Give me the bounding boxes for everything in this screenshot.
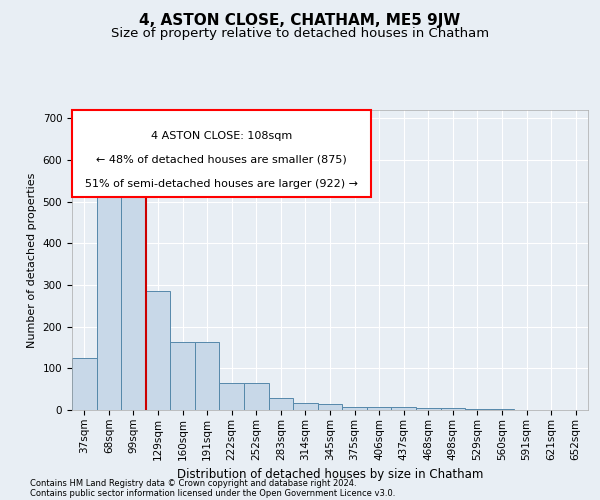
Y-axis label: Number of detached properties: Number of detached properties	[27, 172, 37, 348]
Bar	[440, 408, 465, 410]
Bar	[72, 358, 97, 410]
Bar	[244, 383, 269, 410]
Text: ← 48% of detached houses are smaller (875): ← 48% of detached houses are smaller (87…	[96, 155, 347, 165]
Bar	[490, 409, 514, 410]
Bar	[146, 291, 170, 410]
Bar	[121, 179, 146, 410]
Bar	[318, 404, 342, 410]
Bar	[269, 398, 293, 410]
Text: Contains HM Land Registry data © Crown copyright and database right 2024.: Contains HM Land Registry data © Crown c…	[30, 478, 356, 488]
Bar	[293, 402, 318, 410]
Bar	[220, 383, 244, 410]
Bar	[416, 408, 440, 410]
FancyBboxPatch shape	[72, 110, 371, 197]
Bar	[391, 406, 416, 410]
Text: 4 ASTON CLOSE: 108sqm: 4 ASTON CLOSE: 108sqm	[151, 131, 292, 141]
Bar	[342, 406, 367, 410]
Bar	[170, 342, 195, 410]
Bar	[195, 342, 220, 410]
Bar	[97, 176, 121, 410]
Bar	[465, 409, 490, 410]
Text: Contains public sector information licensed under the Open Government Licence v3: Contains public sector information licen…	[30, 488, 395, 498]
Text: 51% of semi-detached houses are larger (922) →: 51% of semi-detached houses are larger (…	[85, 179, 358, 189]
Text: Size of property relative to detached houses in Chatham: Size of property relative to detached ho…	[111, 28, 489, 40]
X-axis label: Distribution of detached houses by size in Chatham: Distribution of detached houses by size …	[177, 468, 483, 481]
Text: 4, ASTON CLOSE, CHATHAM, ME5 9JW: 4, ASTON CLOSE, CHATHAM, ME5 9JW	[139, 12, 461, 28]
Bar	[367, 406, 391, 410]
